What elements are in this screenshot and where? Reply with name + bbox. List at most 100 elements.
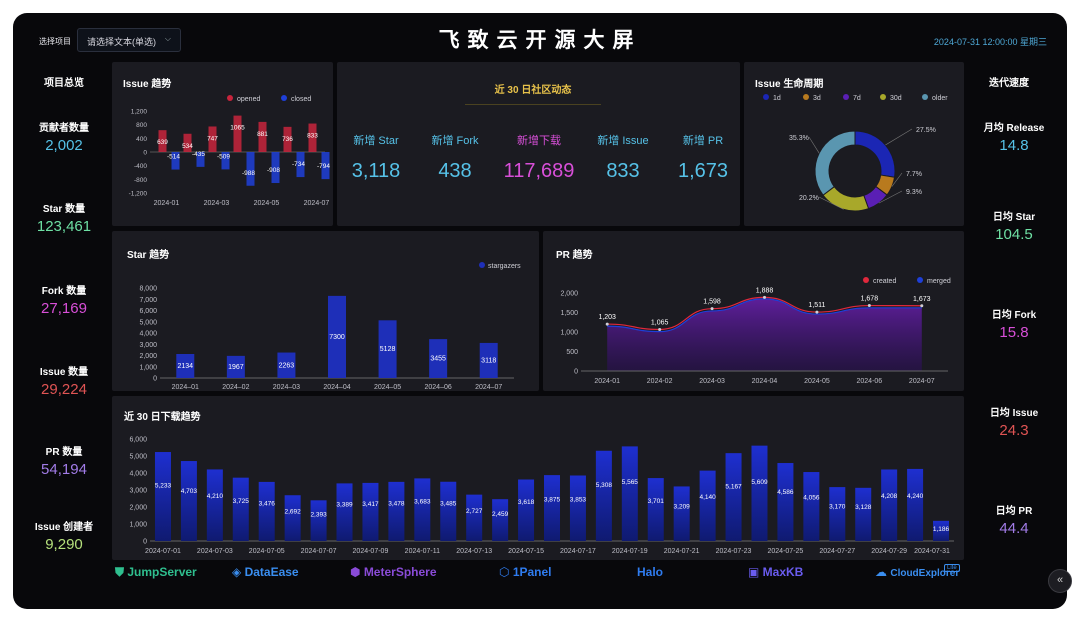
- closed-data-label: -988: [242, 170, 255, 177]
- project-select-value: 请选择文本(单选): [87, 37, 156, 47]
- logo-text: Halo: [637, 565, 664, 579]
- x-tick-label: 2024-07-27: [819, 548, 855, 555]
- download-bar: [647, 478, 664, 541]
- logo-text: DataEase: [244, 565, 299, 579]
- logo-text: MaxKB: [762, 565, 804, 579]
- issue-lifecycle-panel: Issue 生命周期 1d 3d 7d 30d older 27.5% 7.7% 9.3% 20…: [744, 62, 964, 226]
- y-tick-label: 2,000: [129, 505, 147, 512]
- download-data-label: 2,692: [285, 509, 302, 516]
- download-data-label: 3,485: [440, 500, 457, 507]
- closed-bar: [171, 152, 180, 170]
- logo-dataease: ◈ DataEase: [232, 565, 299, 579]
- x-tick-label: 2024-07-29: [871, 548, 907, 555]
- download-data-label: 3,618: [518, 499, 535, 506]
- opened-bar: [158, 130, 167, 152]
- download-bar: [180, 461, 197, 541]
- star-data-label: 3118: [481, 357, 496, 364]
- created-point: [867, 304, 871, 308]
- star-bar: [479, 342, 498, 378]
- download-bar: [829, 487, 846, 541]
- created-point: [658, 327, 662, 331]
- x-tick-label: 2024-07-23: [716, 548, 752, 555]
- download-bar: [154, 452, 171, 541]
- y-tick-label: 4,000: [129, 471, 147, 478]
- created-point: [815, 310, 819, 314]
- stat-label: Issue 创建者: [34, 522, 94, 533]
- legend-label: 7d: [853, 95, 861, 102]
- x-tick-label: 2024-03: [699, 378, 725, 385]
- y-tick-label: 500: [566, 349, 578, 356]
- stat-label: Issue 数量: [39, 367, 89, 378]
- x-tick-label: 2024-05: [804, 378, 830, 385]
- pr-data-label: 1,065: [651, 319, 669, 326]
- community-stat-label: 新增 Fork: [431, 135, 479, 147]
- download-bar: [440, 481, 457, 541]
- opened-data-label: 639: [157, 139, 168, 146]
- stat-label: PR 数量: [45, 447, 83, 458]
- x-tick-label: 2024–06: [425, 384, 452, 391]
- stat-label: 日均 Star: [992, 212, 1036, 223]
- x-tick-label: 2024-02: [647, 378, 673, 385]
- stat-value: 27,169: [41, 300, 87, 317]
- download-data-label: 2,459: [492, 511, 509, 518]
- x-tick-label: 2024-07-31: [914, 548, 950, 555]
- closed-data-label: -435: [192, 151, 205, 158]
- opened-bar: [258, 121, 267, 152]
- legend-label: 1d: [773, 95, 781, 102]
- y-tick-label: -400: [134, 163, 147, 170]
- created-point: [710, 307, 714, 311]
- pie-data-label: 35.3%: [789, 135, 809, 142]
- pie-data-label: 27.5%: [916, 127, 936, 134]
- download-bar: [673, 486, 690, 541]
- legend-created-label: created: [873, 278, 896, 285]
- y-tick-label: 7,000: [139, 297, 157, 304]
- logo-jumpserver: ⛊ JumpServer: [115, 565, 197, 580]
- community-stat-value: 438: [438, 160, 472, 182]
- pr-data-label: 1,888: [756, 287, 774, 294]
- merged-area: [607, 298, 922, 371]
- y-tick-label: -1,200: [129, 191, 148, 198]
- y-tick-label: 800: [136, 122, 147, 129]
- download-data-label: 5,167: [725, 483, 742, 490]
- download-data-label: 3,725: [233, 498, 250, 505]
- x-tick-label: 2024-04: [752, 378, 778, 385]
- stat-value: 2,002: [45, 137, 83, 154]
- star-data-label: 5128: [380, 346, 396, 353]
- download-bar: [933, 520, 950, 541]
- created-point: [605, 322, 609, 326]
- x-tick-label: 2024-07-01: [145, 548, 181, 555]
- download-bar: [777, 463, 794, 541]
- chevron-down-icon: ⌵: [164, 34, 171, 43]
- star-bar: [328, 295, 346, 378]
- stat-label: Fork 数量: [41, 286, 87, 297]
- closed-data-label: -734: [292, 161, 305, 168]
- community-stat-value: 1,673: [677, 160, 729, 182]
- pr-data-label: 1,678: [861, 296, 879, 303]
- dataease-logo-icon: ◈: [232, 565, 245, 579]
- pr-trend-title: PR 趋势: [556, 250, 593, 261]
- legend-marker: [763, 94, 769, 100]
- download-data-label: 3,853: [570, 497, 587, 504]
- legend-label: older: [932, 95, 948, 102]
- pie-label-line: [818, 196, 844, 210]
- x-tick-label: 2024-07: [909, 378, 935, 385]
- stat-value: 44.4: [999, 520, 1029, 537]
- closed-data-label: -514: [167, 154, 180, 161]
- closed-bar: [271, 152, 280, 184]
- star-trend-title: Star 趋势: [127, 250, 170, 261]
- issue-lifecycle-title: Issue 生命周期: [755, 79, 824, 90]
- collapse-button[interactable]: «: [1048, 569, 1072, 593]
- closed-data-label: -509: [217, 153, 230, 160]
- opened-bar: [208, 126, 217, 152]
- y-tick-label: 5,000: [139, 319, 157, 326]
- created-point: [763, 295, 766, 299]
- legend-merged-label: merged: [927, 278, 951, 285]
- project-select[interactable]: 请选择文本(单选) ⌵: [77, 28, 181, 52]
- x-tick-label: 2024-07-21: [664, 548, 700, 555]
- x-tick-label: 2024–01: [172, 384, 199, 391]
- opened-data-label: 833: [307, 133, 318, 140]
- y-tick-label: 3,000: [139, 342, 157, 349]
- x-tick-label: 2024–04: [323, 384, 350, 391]
- y-tick-label: -800: [134, 177, 147, 184]
- download-bar: [725, 453, 742, 541]
